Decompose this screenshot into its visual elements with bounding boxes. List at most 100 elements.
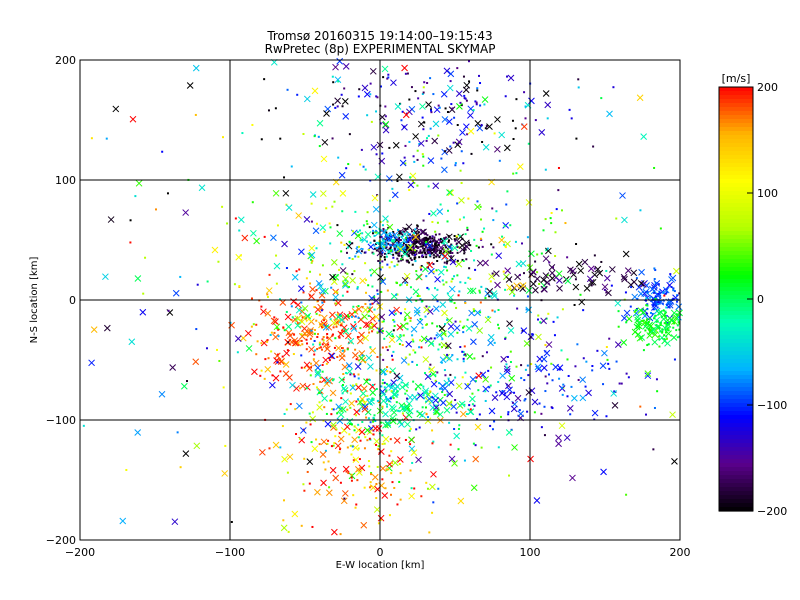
data-point-x	[403, 272, 411, 280]
data-point	[434, 374, 437, 377]
colorbar-cell	[719, 151, 753, 156]
data-point	[418, 256, 421, 259]
data-point	[655, 323, 658, 326]
data-point	[379, 122, 382, 125]
data-point	[332, 276, 335, 279]
chart-title: Tromsø 20160315 19:14:00–19:15:43	[266, 29, 492, 43]
data-point	[394, 312, 397, 315]
data-point-x	[339, 350, 346, 358]
data-point	[376, 96, 379, 99]
data-point	[411, 461, 414, 464]
data-point	[343, 497, 346, 500]
data-point	[551, 407, 554, 410]
data-point	[501, 390, 504, 393]
data-point	[313, 353, 316, 356]
data-point	[434, 250, 437, 253]
data-point	[469, 277, 472, 280]
data-point-x	[645, 322, 653, 329]
data-point	[431, 342, 434, 345]
data-point-x	[253, 237, 260, 245]
data-point	[318, 391, 321, 394]
data-point	[413, 253, 416, 256]
data-point	[669, 273, 672, 276]
data-point	[346, 314, 349, 317]
data-point	[398, 239, 401, 242]
data-point	[613, 390, 616, 393]
data-point	[300, 366, 303, 369]
data-point-x	[508, 374, 516, 382]
data-point-x	[380, 368, 388, 376]
y-tick-label: −100	[46, 414, 76, 427]
data-point	[534, 119, 537, 122]
data-point	[403, 319, 406, 322]
data-point-x	[298, 248, 305, 256]
data-point-x	[337, 411, 345, 418]
data-point	[404, 72, 407, 75]
data-point	[364, 436, 367, 439]
data-point	[398, 410, 401, 413]
data-point	[673, 290, 676, 293]
data-point-x	[644, 370, 652, 377]
data-point-x	[322, 356, 330, 364]
data-point-x	[429, 483, 436, 491]
colorbar-cell	[719, 371, 753, 376]
colorbar-cell	[719, 315, 753, 320]
data-point	[373, 308, 376, 311]
data-point	[676, 294, 679, 297]
data-point	[443, 394, 446, 397]
data-point	[446, 353, 449, 356]
data-point	[302, 291, 305, 294]
data-point	[259, 374, 262, 377]
data-point-x	[445, 118, 453, 125]
data-point-x	[332, 474, 340, 482]
data-point-x	[134, 275, 142, 282]
data-point-x	[525, 287, 533, 294]
data-point	[406, 383, 409, 386]
data-point-x	[315, 280, 323, 287]
data-point-x	[286, 374, 293, 381]
data-point-x	[330, 424, 337, 432]
data-point	[437, 242, 440, 245]
data-point-x	[391, 391, 399, 398]
data-point-x	[640, 309, 647, 316]
data-point-x	[636, 94, 644, 102]
data-point	[325, 412, 328, 415]
data-point	[395, 239, 398, 242]
data-point	[438, 382, 441, 385]
data-point	[341, 263, 344, 266]
data-point	[427, 416, 430, 419]
data-point	[310, 202, 313, 205]
data-point	[473, 259, 476, 262]
data-point	[658, 338, 661, 341]
data-point	[368, 306, 371, 309]
data-point	[607, 362, 610, 365]
data-point	[370, 274, 373, 277]
data-point-x	[436, 331, 444, 339]
data-point	[295, 270, 298, 273]
data-point	[350, 315, 353, 318]
data-point	[381, 478, 384, 481]
data-point	[375, 443, 378, 446]
data-point	[459, 101, 462, 104]
data-point	[504, 337, 507, 340]
data-point-x	[405, 223, 413, 231]
data-point-x	[621, 275, 628, 283]
data-point-x	[630, 269, 638, 277]
data-point-x	[503, 365, 511, 373]
data-point-x	[294, 315, 302, 323]
data-point	[331, 334, 334, 337]
data-point	[468, 404, 471, 407]
data-point	[504, 336, 507, 339]
data-point	[393, 248, 396, 251]
data-point	[421, 255, 424, 258]
data-point	[433, 337, 436, 340]
data-point-x	[466, 353, 474, 360]
data-point-x	[338, 171, 346, 179]
data-point	[443, 242, 446, 245]
data-point-x	[441, 116, 449, 123]
data-point	[357, 373, 360, 376]
data-point	[476, 87, 479, 90]
data-point	[446, 393, 449, 396]
data-point-x	[563, 434, 571, 442]
colorbar-cell	[719, 483, 753, 488]
